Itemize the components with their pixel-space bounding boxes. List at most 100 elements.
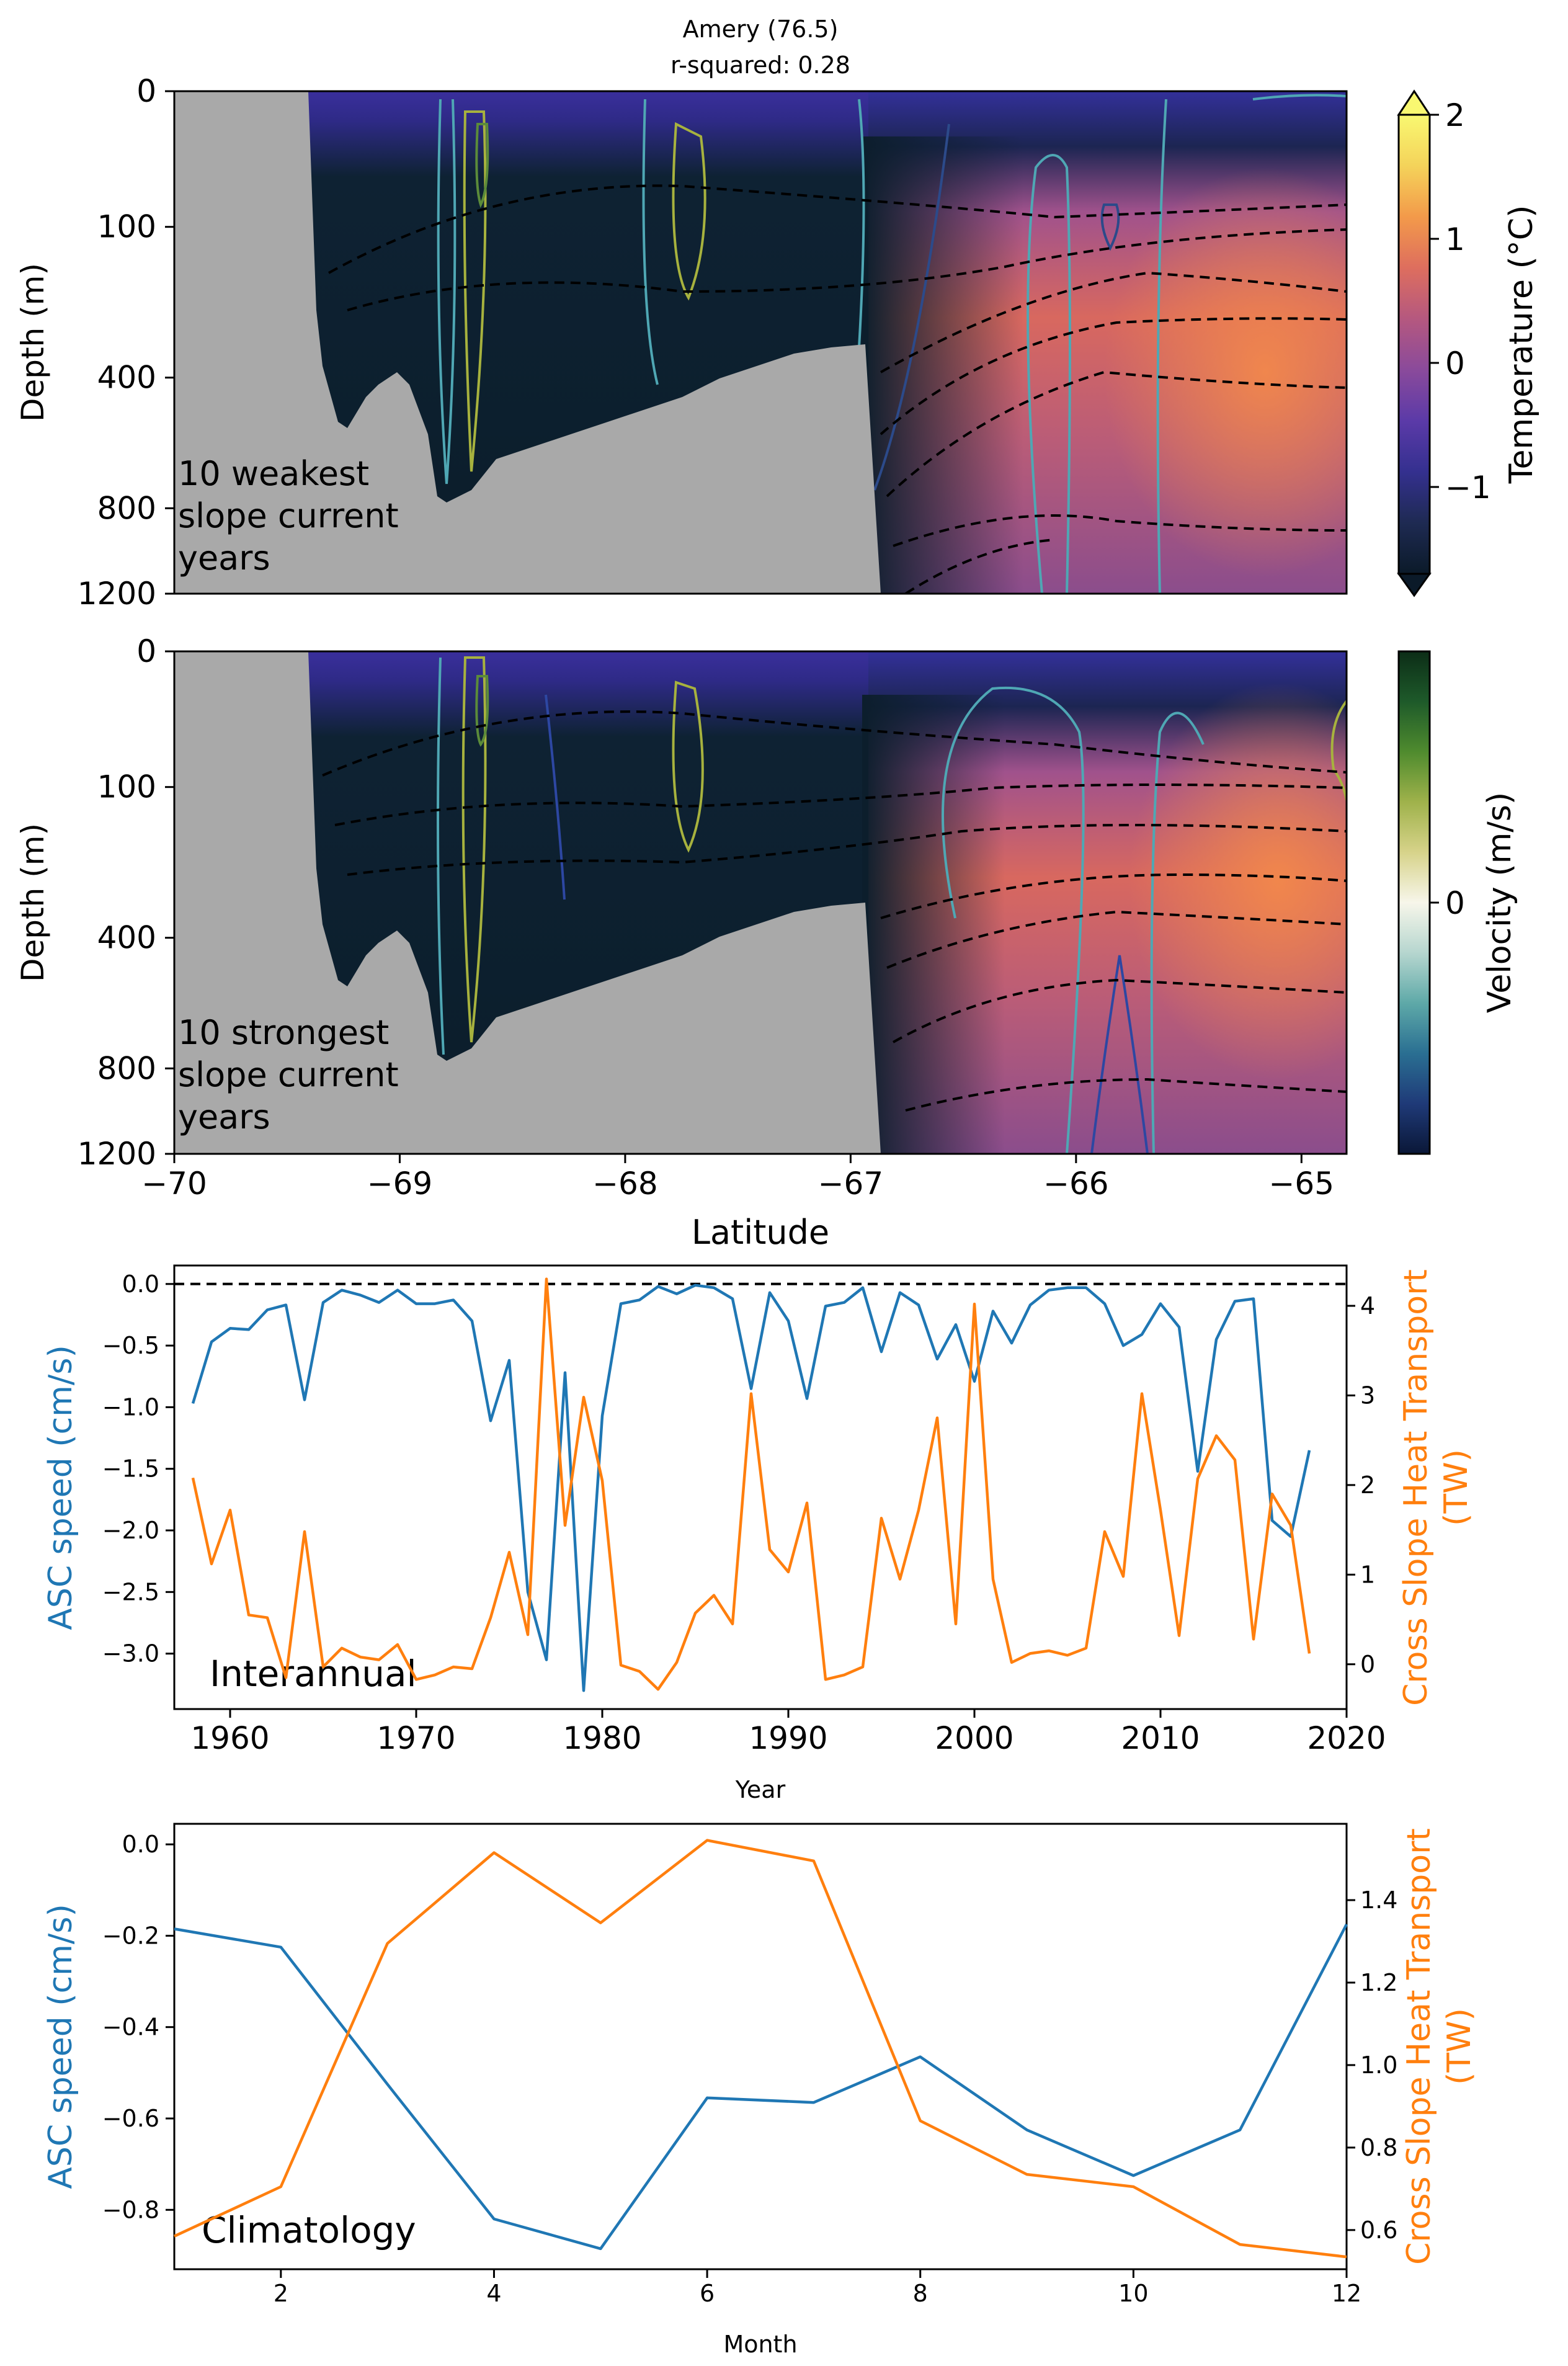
y2-tick-label: 4 — [1360, 1292, 1375, 1319]
temperature-contours — [328, 184, 1347, 594]
y-tick-label: −0.6 — [102, 2105, 159, 2132]
depth-tick-label: 1200 — [78, 576, 156, 612]
heat-transport-series — [174, 1839, 1347, 2259]
y-tick-label: 0.0 — [122, 1831, 159, 1858]
section-panel-weak: 10 weakest slope current years — [173, 90, 1348, 595]
velocity-contours — [437, 656, 1347, 1154]
y2-tick-label: 1.4 — [1360, 1886, 1397, 1914]
colorbar-body — [1397, 650, 1431, 1155]
colorbar-extend-bottom — [1397, 573, 1432, 597]
y2-tick-label: 0 — [1360, 1651, 1375, 1678]
colorbar-label: Velocity (m/s) — [1481, 792, 1518, 1013]
axes-frame — [173, 1823, 1348, 2270]
asc-speed-series — [174, 1923, 1348, 2251]
x-axis-label: Year — [735, 1776, 786, 1803]
heat-transport-series — [191, 1277, 1311, 1691]
isotherm — [880, 271, 1347, 373]
isotherm — [347, 824, 1347, 876]
x-tick-label: 2020 — [1307, 1720, 1386, 1756]
isotherm — [328, 184, 1347, 274]
climatology-panel: Climatology Month ASC speed (cm/s) Cross… — [42, 1823, 1478, 2358]
velocity-contour — [1156, 99, 1167, 594]
y2-tick-label: 0.8 — [1360, 2134, 1397, 2161]
colorbar-ticks: 0 — [1430, 885, 1465, 921]
front-blend — [862, 136, 1023, 594]
y-tick-label: −2.5 — [102, 1578, 159, 1605]
section-xlabel: Latitude — [692, 1213, 829, 1252]
y2-tick-label: 2 — [1360, 1471, 1375, 1499]
temperature-contours — [322, 710, 1347, 1112]
panel-label-line3: years — [178, 538, 270, 578]
velocity-contour — [642, 99, 659, 385]
velocity-contours — [437, 94, 1347, 594]
y-tick-label: −3.0 — [102, 1640, 159, 1667]
colorbar-ticks: 2 1 0 −1 — [1430, 97, 1491, 506]
axes-frame — [173, 650, 1348, 1155]
x-tick-label: 1970 — [376, 1720, 455, 1756]
colorbar-tick-label: 1 — [1445, 221, 1465, 257]
isotherm — [905, 1078, 1347, 1112]
isotherm — [886, 370, 1347, 498]
panel-label-line1: 10 weakest — [178, 454, 369, 493]
warm-core — [1129, 682, 1347, 1079]
axes-frame — [173, 1264, 1348, 1710]
y-tick-label: 0.0 — [122, 1270, 159, 1298]
y-tick-label: −0.2 — [102, 1922, 159, 1949]
y-tick-label: −2.0 — [102, 1517, 159, 1544]
colorbar-body — [1397, 114, 1431, 575]
isotherm — [904, 538, 1055, 594]
x-tick-label: 2 — [274, 2280, 288, 2307]
depth-tick-label: 100 — [97, 209, 156, 245]
depth-tick-label: 100 — [97, 769, 156, 805]
depth-tick-label: 800 — [97, 1050, 156, 1086]
y2-tick-label: 1 — [1360, 1561, 1375, 1588]
x-tick-label: 1990 — [749, 1720, 827, 1756]
isotherm — [880, 873, 1347, 919]
y-tick-label: −0.4 — [102, 2014, 159, 2041]
depth-tick-label: 400 — [97, 920, 156, 956]
x-axis-label: Month — [723, 2331, 797, 2358]
velocity-contour — [942, 686, 1085, 1154]
colorbar-extend-top — [1397, 89, 1432, 116]
velocity-contour — [437, 99, 457, 484]
velocity-contour — [1330, 700, 1347, 801]
y2-tick-label: 1.2 — [1360, 1969, 1397, 1996]
x-tick-label: 1960 — [190, 1720, 269, 1756]
isotherm — [886, 910, 1347, 969]
latitude-tick-label: −70 — [141, 1166, 207, 1202]
y-tick-label: −1.5 — [102, 1455, 159, 1483]
colorbar-tick-label: 0 — [1445, 346, 1465, 382]
velocity-contour — [1252, 94, 1347, 100]
warm-core — [1104, 167, 1347, 577]
axes-frame — [173, 90, 1348, 595]
panel-annotation: Climatology — [202, 2209, 416, 2251]
x-tick-label: 2000 — [935, 1720, 1013, 1756]
x-tick-label: 2010 — [1121, 1720, 1200, 1756]
colorbar-tick-label: 2 — [1445, 97, 1465, 133]
interannual-panel: Interannual Year ASC speed (cm/s) Cross … — [42, 1264, 1475, 1803]
colorbar-label: Temperature (°C) — [1503, 205, 1540, 484]
velocity-contour — [873, 123, 950, 491]
depth-tick-label: 400 — [97, 360, 156, 396]
isotherm — [347, 228, 1347, 311]
section-panel-strong: 10 strongest slope current years — [173, 650, 1348, 1155]
figure-title-line1: Amery (76.5) — [683, 16, 839, 43]
y-tick-label: −0.5 — [102, 1332, 159, 1359]
latitude-tick-label: −66 — [1043, 1166, 1109, 1202]
velocity-contour — [437, 657, 445, 1055]
y-axis-label: ASC speed (cm/s) — [42, 1345, 79, 1630]
velocity-contour — [672, 681, 704, 853]
latitude-tick-label: −65 — [1269, 1166, 1335, 1202]
y-tick-label: −1.0 — [102, 1393, 159, 1421]
latitude-tick-label: −69 — [367, 1166, 433, 1202]
x-tick-label: 10 — [1118, 2280, 1148, 2307]
y2-tick-label: 1.0 — [1360, 2051, 1397, 2079]
velocity-contour — [545, 694, 566, 900]
isotherm — [893, 978, 1347, 1043]
panel-label-line2: slope current — [178, 1055, 399, 1094]
depth-tick-label: 1200 — [78, 1136, 156, 1172]
y2-tick-label: 0.6 — [1360, 2216, 1397, 2244]
panel-annotation: Interannual — [210, 1653, 417, 1695]
y2-axis-label-line1: Cross Slope Heat Transport — [1397, 1269, 1435, 1706]
